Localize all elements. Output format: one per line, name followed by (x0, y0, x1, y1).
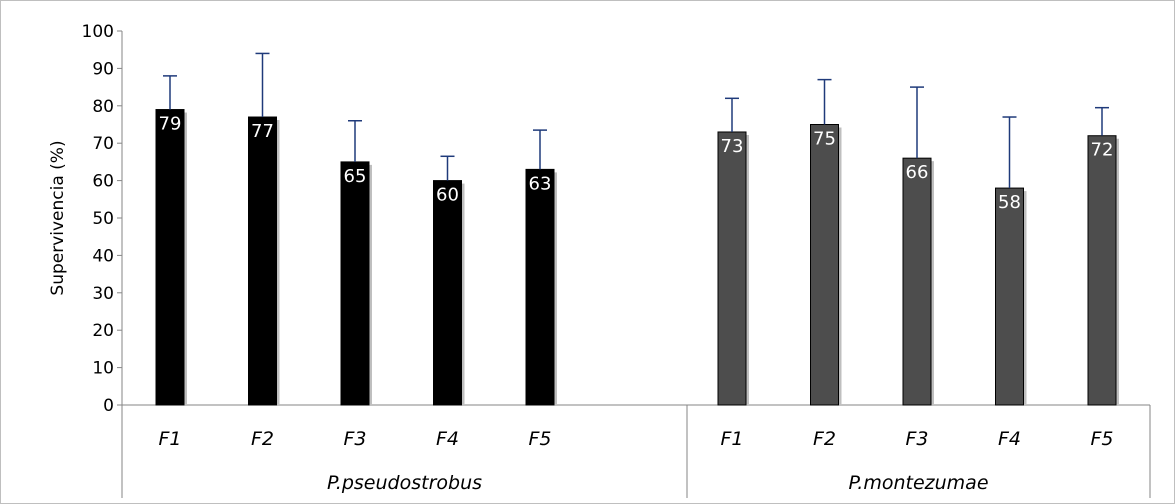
x-tick-label-p-pseudostrobus-F5: F5 (528, 428, 551, 450)
x-tick-label-p-montezumae-F2: F2 (813, 428, 836, 450)
y-tick-label-60: 60 (92, 172, 114, 192)
data-label-p-montezumae-F2: 75 (813, 129, 836, 150)
data-label-p-montezumae-F5: 72 (1091, 140, 1114, 161)
data-label-p-pseudostrobus-F4: 60 (436, 185, 459, 206)
x-tick-label-p-pseudostrobus-F3: F3 (343, 428, 366, 450)
bar-p-pseudostrobus-F1 (155, 109, 185, 406)
data-label-p-pseudostrobus-F3: 65 (344, 166, 367, 187)
y-tick-label-100: 100 (82, 22, 114, 42)
y-tick-label-40: 40 (92, 246, 114, 266)
y-tick-label-90: 90 (92, 59, 114, 79)
y-tick-label-20: 20 (92, 321, 114, 341)
bar-p-montezumae-F1 (717, 131, 747, 406)
y-tick-label-30: 30 (92, 284, 114, 304)
group-label-p-montezumae: P.montezumae (848, 472, 988, 494)
bar-p-pseudostrobus-F2 (248, 116, 277, 406)
bar-p-montezumae-F3 (902, 157, 932, 406)
y-tick-label-50: 50 (92, 209, 114, 229)
data-label-p-montezumae-F1: 73 (721, 136, 744, 157)
data-label-p-montezumae-F3: 66 (906, 162, 929, 183)
data-label-p-pseudostrobus-F1: 79 (159, 114, 182, 135)
bar-p-montezumae-F4 (995, 187, 1024, 406)
bar-p-pseudostrobus-F3 (340, 161, 370, 406)
x-tick-label-p-pseudostrobus-F4: F4 (436, 428, 459, 450)
x-tick-label-p-montezumae-F4: F4 (998, 428, 1021, 450)
x-tick-label-p-montezumae-F5: F5 (1090, 428, 1113, 450)
y-tick-label-70: 70 (92, 134, 114, 154)
data-label-p-montezumae-F4: 58 (998, 192, 1021, 213)
x-tick-label-p-montezumae-F3: F3 (905, 428, 928, 450)
bar-p-montezumae-F2 (810, 124, 839, 406)
x-tick-label-p-pseudostrobus-F2: F2 (251, 428, 274, 450)
bar-p-pseudostrobus-F4 (433, 180, 462, 406)
y-tick-label-80: 80 (92, 97, 114, 117)
group-label-p-pseudostrobus: P.pseudostrobus (327, 472, 482, 494)
bar-p-montezumae-F5 (1087, 135, 1117, 406)
x-tick-label-p-montezumae-F1: F1 (720, 428, 743, 450)
x-tick-label-p-pseudostrobus-F1: F1 (158, 428, 181, 450)
bar-p-pseudostrobus-F5 (525, 168, 555, 406)
data-label-p-pseudostrobus-F5: 63 (529, 173, 552, 194)
y-tick-label-0: 0 (103, 396, 114, 416)
y-tick-label-10: 10 (92, 359, 114, 379)
y-axis-title: Supervivencia (%) (48, 140, 68, 295)
data-label-p-pseudostrobus-F2: 77 (251, 121, 274, 142)
